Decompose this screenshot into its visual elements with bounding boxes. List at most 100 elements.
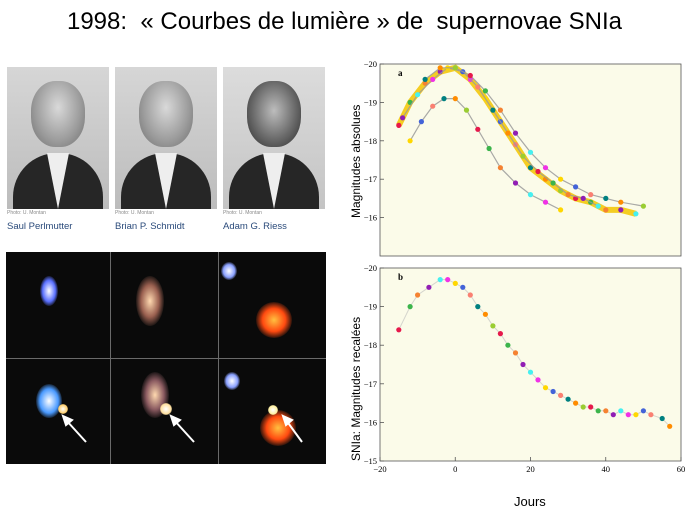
data-point [640,203,647,209]
photo-credit: Photo: U. Montan [7,210,46,216]
data-point [550,388,556,395]
y-tick-label: −20 [364,59,377,69]
data-point [565,396,571,402]
data-point [505,130,511,136]
data-point [527,192,534,198]
data-point [595,203,601,209]
data-point [603,195,609,201]
data-point [482,88,488,94]
data-point [467,72,473,79]
person-name: Brian P. Schmidt [115,221,185,232]
data-point [497,165,503,171]
data-point [422,76,428,82]
y-tick-label: −18 [364,136,377,146]
photo-saul-perlmutter [7,67,109,209]
data-point [535,168,541,175]
data-point [542,165,549,171]
template-curve [402,67,599,207]
x-tick-label: 60 [677,464,686,474]
person-name: Adam G. Riess [223,221,287,232]
data-point [497,331,503,337]
data-point [437,277,443,283]
data-point [415,292,421,298]
data-point [441,96,447,102]
data-point [486,145,492,152]
data-point [527,165,534,171]
data-point [452,65,458,71]
data-point [573,184,579,190]
y-tick-label: −16 [364,213,377,223]
data-point [490,107,496,113]
data-point [535,377,541,383]
data-point [415,92,421,98]
y-tick-label: −19 [364,97,377,107]
data-point [430,76,436,82]
data-point [542,385,549,391]
data-point [437,65,443,71]
data-point [426,284,432,290]
data-point [463,107,470,113]
photo-brian-schmidt [115,67,217,209]
data-point [490,323,496,329]
data-point [520,153,526,159]
x-tick-label: 20 [526,464,535,474]
data-point [603,408,609,414]
data-point [475,304,481,310]
data-point [512,180,519,186]
plot-frame [379,267,682,462]
data-point [603,207,609,213]
data-point [475,126,481,132]
page-title: 1998: « Courbes de lumière » de supernov… [66,8,622,35]
data-point [565,192,571,198]
photo-credit: Photo: U. Montan [223,210,262,216]
data-point [460,284,466,290]
person-name: Saul Perlmutter [7,221,73,232]
data-point [467,292,473,298]
supernova-images [6,252,326,464]
data-point [573,400,579,406]
x-axis-label: Jours [514,494,546,509]
data-point [512,130,519,136]
data-point [550,180,556,186]
data-point [407,138,413,144]
data-point [580,404,586,410]
x-tick-label: −20 [373,464,386,474]
y-tick-label: −17 [364,379,377,389]
data-point [445,277,451,283]
data-point [610,412,616,418]
y-tick-label: −18 [364,340,377,350]
data-point [396,327,402,333]
data-point [558,392,564,398]
data-point [407,304,413,310]
y-axis-label-a: Magnitudes absolues [349,104,363,218]
data-point [580,195,586,201]
data-point [558,176,564,182]
y-tick-label: −15 [364,456,377,466]
data-point [633,211,639,217]
photo-adam-riess [223,67,325,209]
data-point [527,369,534,375]
data-point [418,119,424,125]
panel-label: b [398,272,403,282]
data-point [625,412,631,418]
y-axis-label-b: SNIa: Magnitudes recalées [349,316,363,461]
data-point [482,311,488,317]
data-point [452,280,458,286]
y-tick-label: −17 [364,174,377,184]
data-point [640,408,647,414]
data-point [659,415,665,422]
data-point [618,207,624,213]
data-point [505,342,511,348]
data-point [588,192,594,198]
photo-credit: Photo: U. Montan [115,210,154,216]
data-point [595,408,601,414]
data-point [648,412,654,418]
data-point [527,149,534,155]
data-point [422,80,428,86]
data-point [542,199,549,205]
panel-label: a [398,68,403,78]
data-point [520,361,526,368]
data-point [618,408,624,414]
data-point [475,84,481,90]
